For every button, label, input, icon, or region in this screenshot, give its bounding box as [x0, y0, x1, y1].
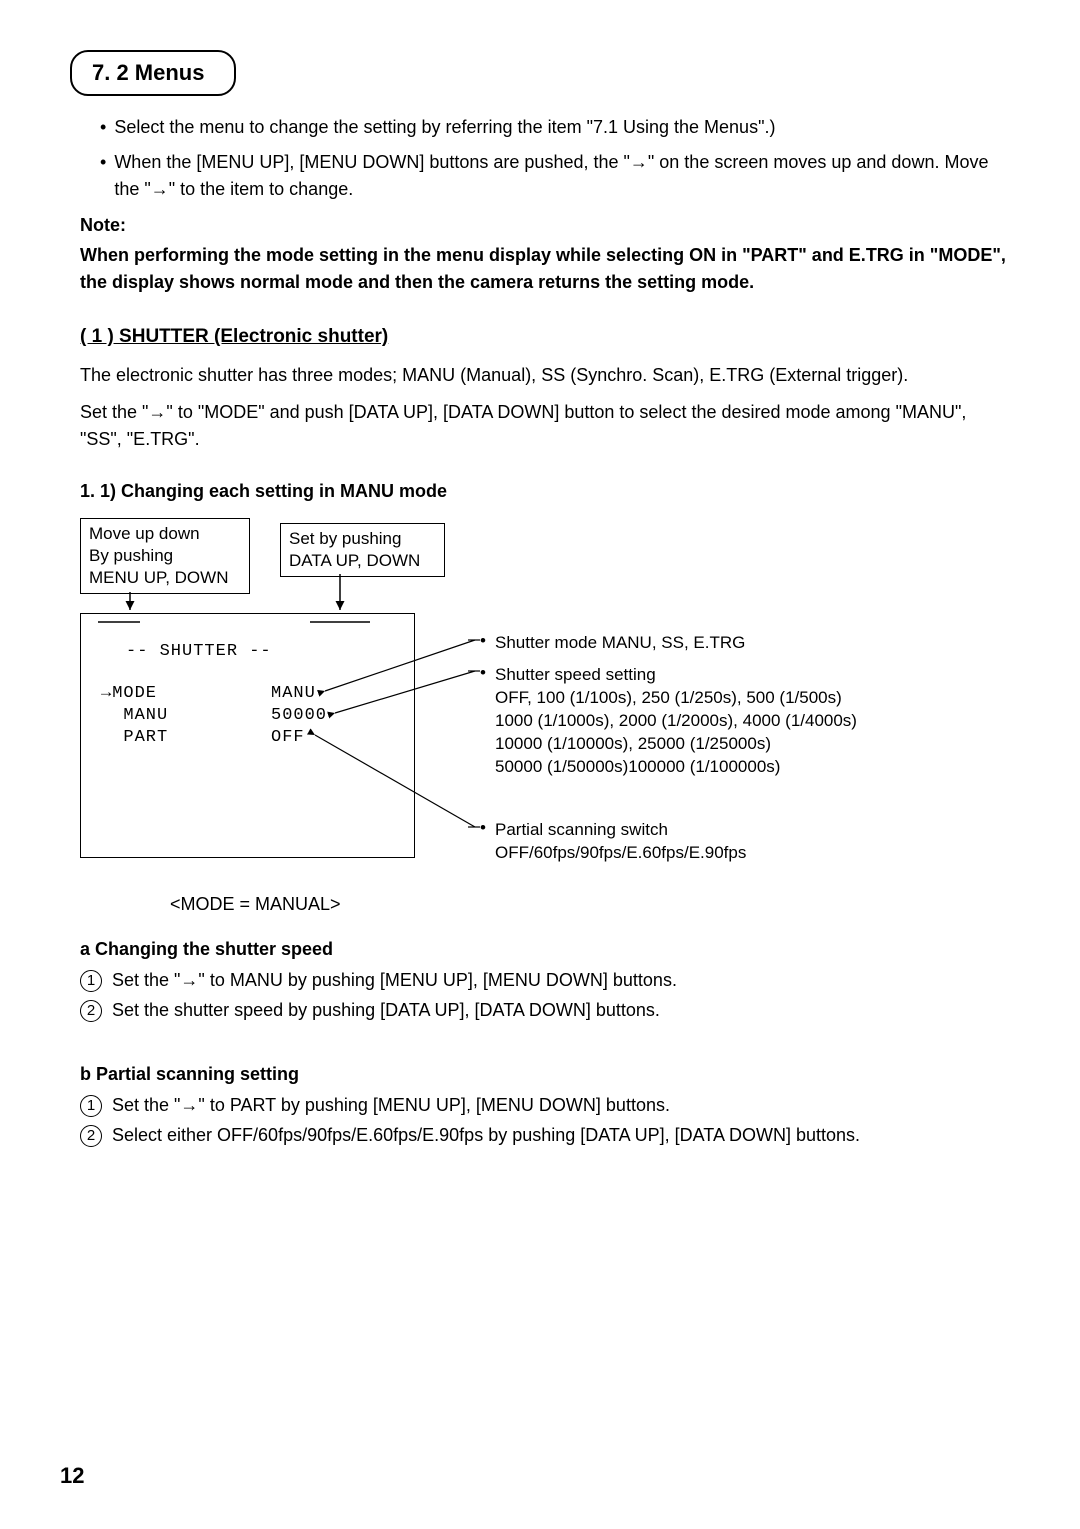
- menu-diagram: Move up down By pushing MENU UP, DOWN Se…: [80, 518, 1020, 888]
- bullet-text: When the [MENU UP], [MENU DOWN] buttons …: [114, 149, 1010, 203]
- bullet-dot-icon: •: [480, 631, 486, 651]
- row-mode-value: MANU: [271, 684, 316, 703]
- note-text: When performing the mode setting in the …: [80, 242, 1010, 296]
- subhead-11: 1. 1) Changing each setting in MANU mode: [80, 481, 1010, 502]
- page-number: 12: [60, 1463, 84, 1489]
- step-text: Set the "→" to MANU by pushing [MENU UP]…: [112, 970, 677, 992]
- circled-number-icon: 1: [80, 970, 102, 992]
- shutter-para: Set the "→" to "MODE" and push [DATA UP]…: [80, 399, 1010, 453]
- step-a-heading: a Changing the shutter speed: [80, 939, 1010, 960]
- bullet-item: • When the [MENU UP], [MENU DOWN] button…: [100, 149, 1010, 203]
- row-manu-value: 50000: [271, 706, 327, 725]
- annot-shutter-speed-line: 10000 (1/10000s), 25000 (1/25000s): [495, 732, 771, 756]
- shutter-para: The electronic shutter has three modes; …: [80, 362, 1010, 389]
- step-item: 1 Set the "→" to MANU by pushing [MENU U…: [80, 970, 1010, 992]
- step-text: Select either OFF/60fps/90fps/E.60fps/E.…: [112, 1125, 860, 1147]
- bullet-text: Select the menu to change the setting by…: [114, 114, 775, 141]
- annot-shutter-speed-line: 50000 (1/50000s)100000 (1/100000s): [495, 755, 780, 779]
- caption-line: By pushing: [89, 545, 241, 567]
- note-heading: Note:: [80, 215, 1010, 236]
- caption-set-by: Set by pushing DATA UP, DOWN: [280, 523, 445, 577]
- screen-title: -- SHUTTER --: [126, 642, 272, 661]
- annot-shutter-speed-line: OFF, 100 (1/100s), 250 (1/250s), 500 (1/…: [495, 686, 842, 710]
- row-manu-label: MANU: [101, 706, 168, 725]
- annot-shutter-speed-line: 1000 (1/1000s), 2000 (1/2000s), 4000 (1/…: [495, 709, 857, 733]
- annot-partial-line: OFF/60fps/90fps/E.60fps/E.90fps: [495, 841, 746, 865]
- caption-line: Set by pushing: [289, 528, 436, 550]
- caption-move-updown: Move up down By pushing MENU UP, DOWN: [80, 518, 250, 594]
- circled-number-icon: 2: [80, 1000, 102, 1022]
- row-part-label: PART: [101, 728, 168, 747]
- step-b-heading: b Partial scanning setting: [80, 1064, 1010, 1085]
- row-part-value: OFF: [271, 728, 305, 747]
- circled-number-icon: 1: [80, 1095, 102, 1117]
- step-text: Set the "→" to PART by pushing [MENU UP]…: [112, 1095, 670, 1117]
- bullet-dot-icon: •: [480, 818, 486, 838]
- caption-line: MENU UP, DOWN: [89, 567, 241, 589]
- mode-caption: <MODE = MANUAL>: [170, 894, 1010, 915]
- step-item: 1 Set the "→" to PART by pushing [MENU U…: [80, 1095, 1010, 1117]
- intro-bullets: • Select the menu to change the setting …: [100, 114, 1010, 203]
- annot-shutter-mode: Shutter mode MANU, SS, E.TRG: [495, 631, 745, 655]
- step-item: 2 Set the shutter speed by pushing [DATA…: [80, 1000, 1010, 1022]
- bullet-dot-icon: •: [100, 114, 106, 141]
- circled-number-icon: 2: [80, 1125, 102, 1147]
- shutter-heading: ( 1 ) SHUTTER (Electronic shutter): [80, 326, 1010, 348]
- step-text: Set the shutter speed by pushing [DATA U…: [112, 1000, 660, 1022]
- row-mode-label: →MODE: [101, 684, 157, 703]
- bullet-item: • Select the menu to change the setting …: [100, 114, 1010, 141]
- caption-line: Move up down: [89, 523, 241, 545]
- caption-line: DATA UP, DOWN: [289, 550, 436, 572]
- menu-screen: -- SHUTTER -- →MODE MANU MANU 50000 PART…: [80, 613, 415, 858]
- annot-partial-head: Partial scanning switch: [495, 818, 668, 842]
- bullet-dot-icon: •: [480, 663, 486, 683]
- bullet-dot-icon: •: [100, 149, 106, 203]
- section-title: 7. 2 Menus: [70, 50, 236, 96]
- step-item: 2 Select either OFF/60fps/90fps/E.60fps/…: [80, 1125, 1010, 1147]
- annot-shutter-speed-head: Shutter speed setting: [495, 663, 656, 687]
